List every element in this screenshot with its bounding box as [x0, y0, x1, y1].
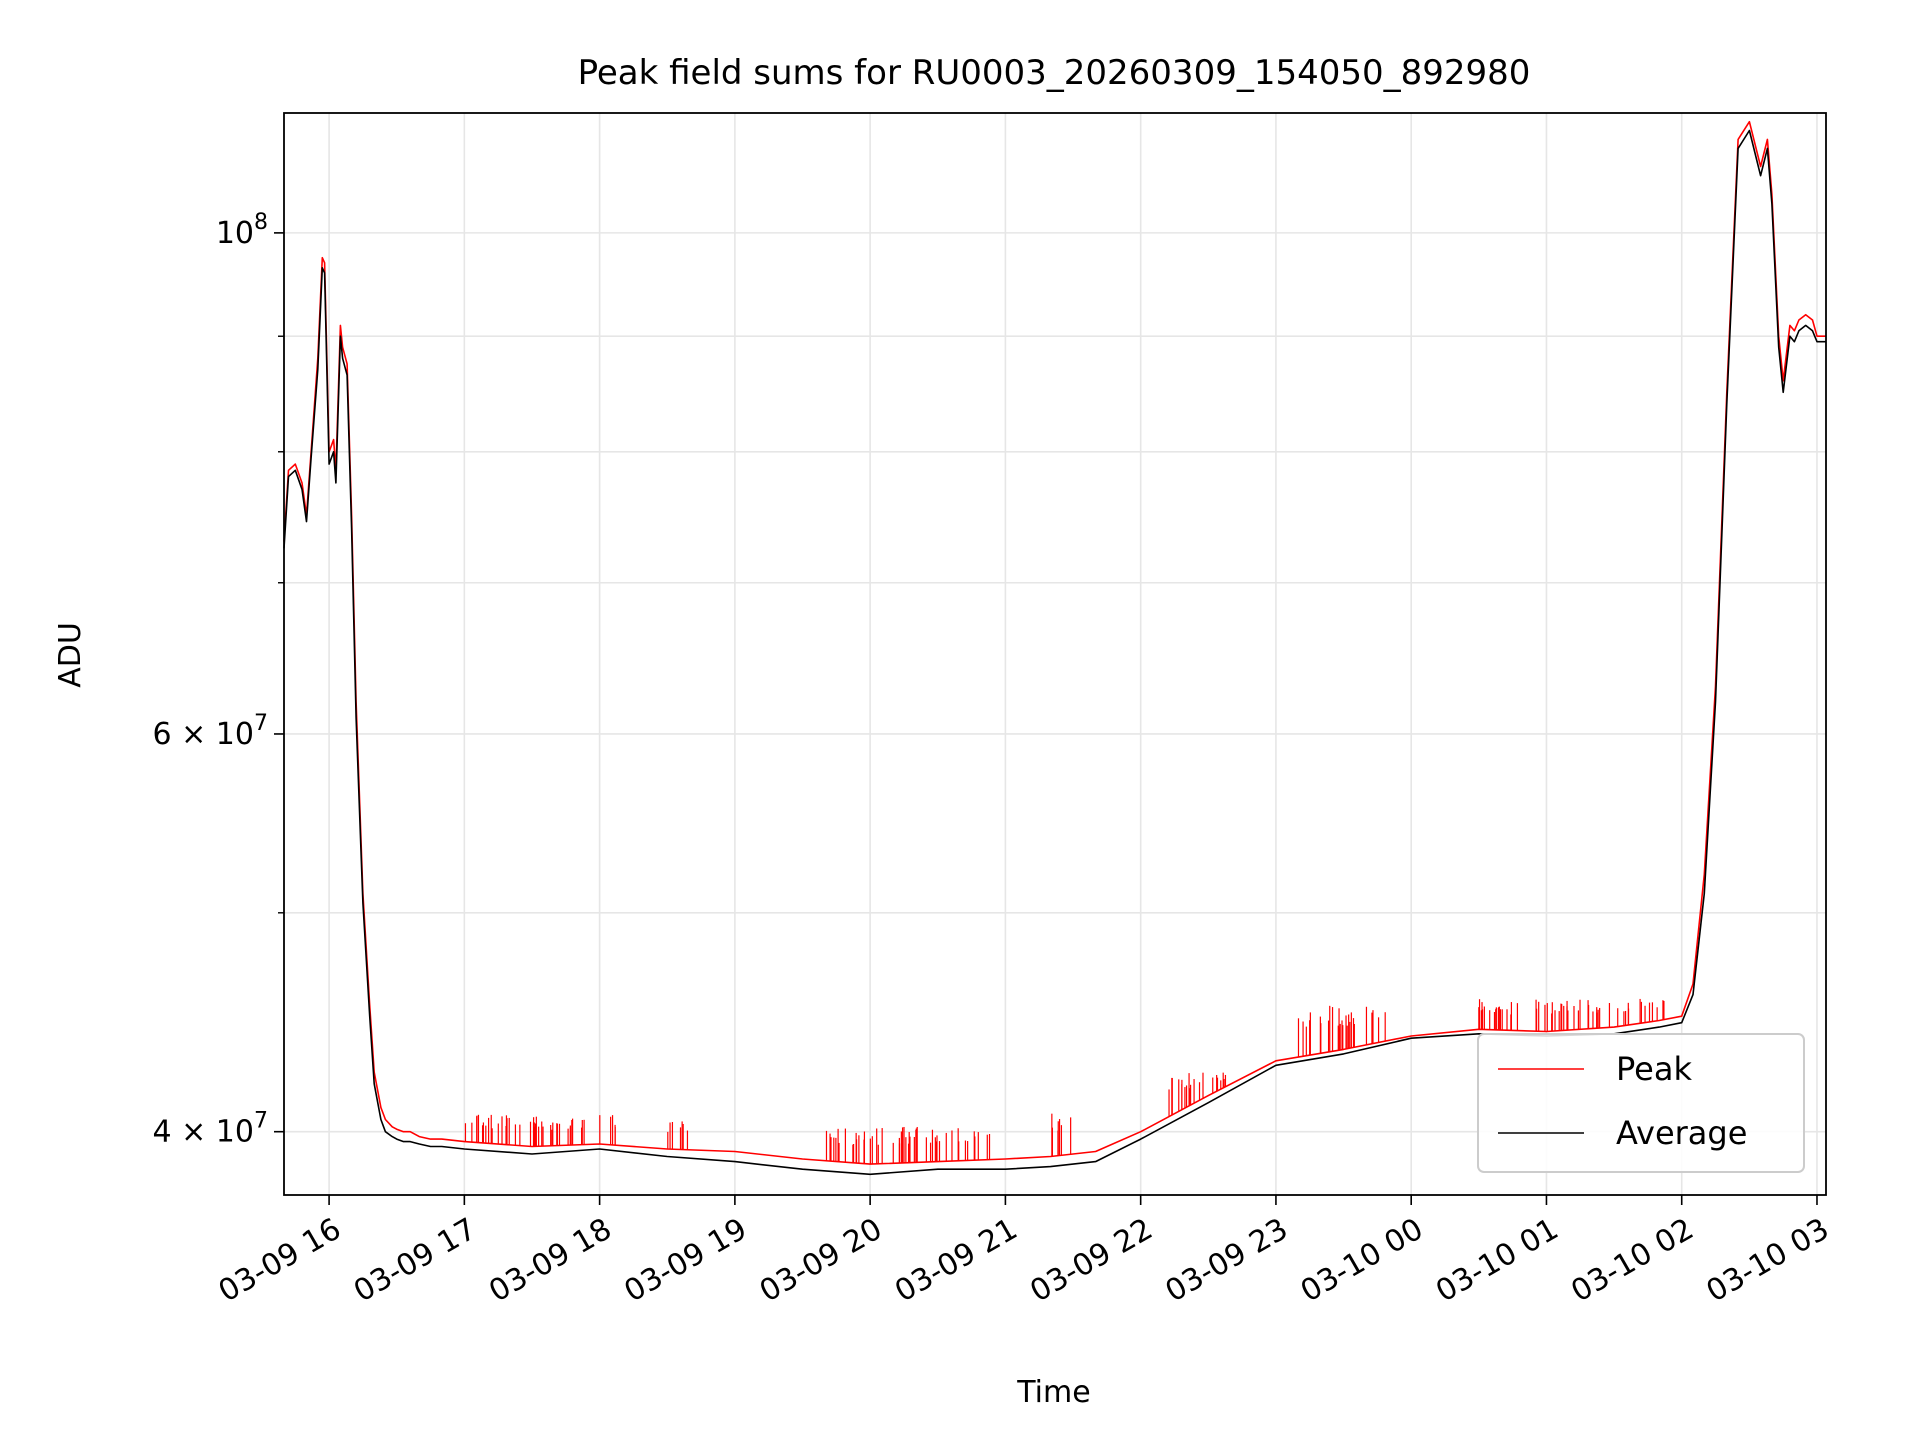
legend-label-peak: Peak [1616, 1050, 1692, 1088]
y-axis-label: ADU [53, 622, 88, 688]
y-tick-label: 108 [216, 210, 268, 251]
grid [284, 113, 1826, 1195]
y-tick-label: 4 × 107 [153, 1109, 268, 1150]
x-axis-label: Time [1016, 1375, 1090, 1410]
series-lines [283, 120, 1826, 1176]
chart-title: Peak field sums for RU0003_20260309_1540… [578, 53, 1531, 93]
y-axis-ticks: 4 × 107 6 × 107 108 [153, 210, 284, 1150]
plot-frame [283, 112, 1827, 1196]
legend: Peak Average [1477, 1033, 1805, 1173]
y-tick-label: 6 × 107 [153, 711, 268, 752]
series-line-average [283, 129, 1826, 1176]
peak-spikes [464, 998, 1665, 1165]
legend-label-average: Average [1616, 1114, 1747, 1152]
